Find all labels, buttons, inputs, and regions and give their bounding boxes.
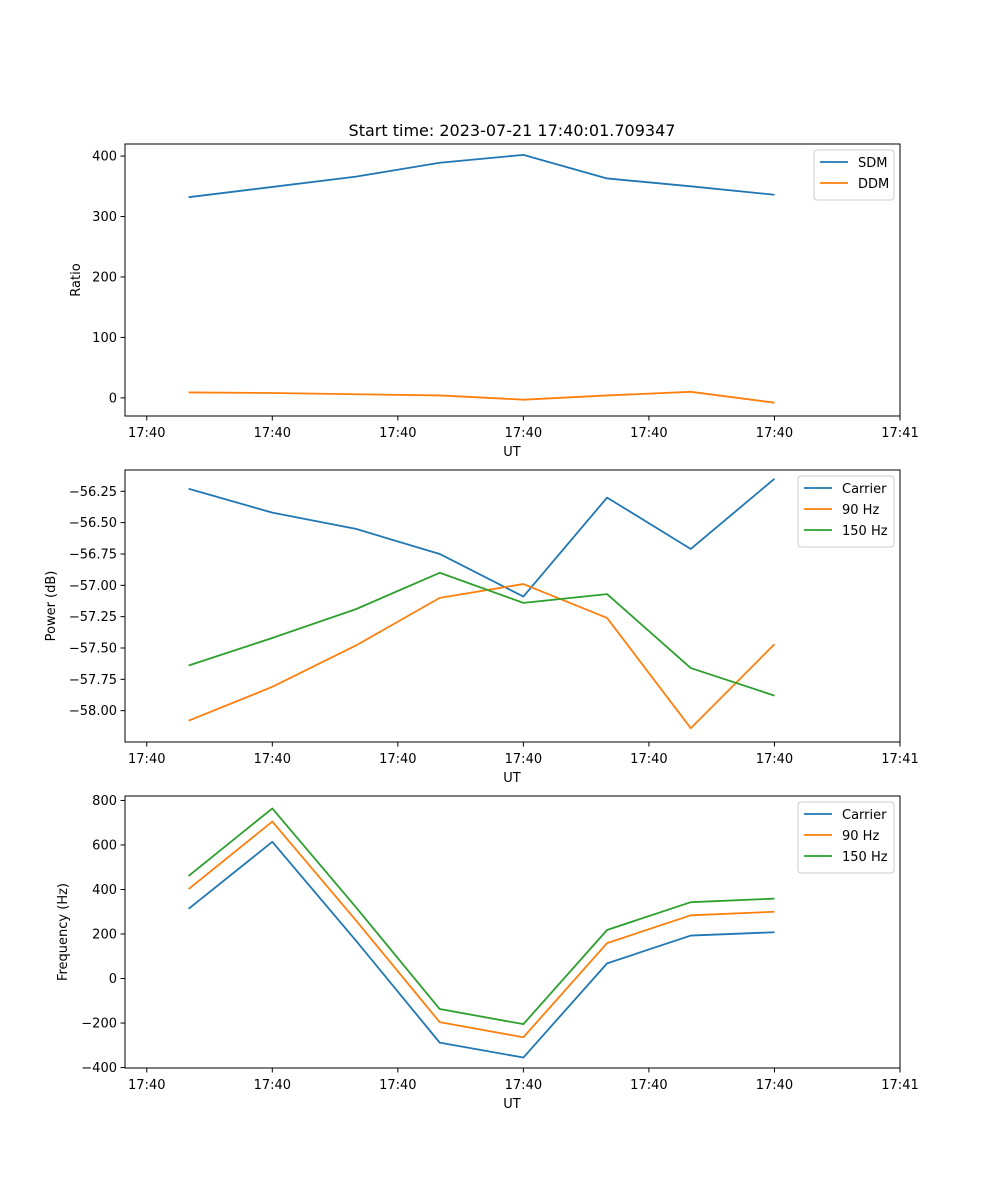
ratio-x-tick-label: 17:41	[881, 426, 918, 441]
ratio-legend-label-sdm: SDM	[858, 156, 887, 171]
ratio-axes-frame	[124, 143, 901, 417]
power-x-tick-label: 17:40	[254, 752, 291, 767]
power-legend-label-150-hz: 150 Hz	[842, 524, 888, 539]
frequency-series-line-150-hz	[188, 807, 775, 1026]
chart-title: Start time: 2023-07-21 17:40:01.709347	[349, 121, 676, 140]
power-y-tick-label: −57.25	[69, 610, 117, 625]
power-x-tick-label: 17:40	[630, 752, 667, 767]
power-y-tick-label: −57.50	[69, 641, 117, 656]
ratio-y-tick-label: 400	[92, 150, 117, 165]
ratio-series-line-ddm	[188, 390, 775, 404]
power-y-tick-label: −56.25	[69, 485, 117, 500]
power-panel: −58.00 −57.75 −57.50 −57.25 −57.00 −56.75 −56.…	[44, 469, 919, 786]
frequency-x-tick-label: 17:40	[379, 1078, 416, 1093]
power-x-axis-label: UT	[503, 771, 521, 786]
power-axes-frame	[124, 469, 901, 743]
frequency-x-tick-label: 17:40	[254, 1078, 291, 1093]
ratio-x-tick-label: 17:40	[756, 426, 793, 441]
frequency-y-tick-label: 0	[109, 972, 117, 987]
power-x-tick-label: 17:40	[128, 752, 165, 767]
frequency-x-tick-label: 17:41	[881, 1078, 918, 1093]
ratio-panel: Start time: 2023-07-21 17:40:01.709347 0…	[69, 121, 919, 460]
ratio-x-tick-label: 17:40	[128, 426, 165, 441]
frequency-axes-frame	[124, 795, 901, 1069]
ratio-legend-label-ddm: DDM	[858, 177, 889, 192]
power-x-tick-label: 17:40	[505, 752, 542, 767]
power-y-tick-label: −56.75	[69, 547, 117, 562]
ratio-y-tick-label: 0	[109, 391, 117, 406]
power-y-tick-label: −57.75	[69, 673, 117, 688]
frequency-x-tick-label: 17:40	[756, 1078, 793, 1093]
frequency-x-axis-label: UT	[503, 1097, 521, 1112]
frequency-legend-label-carrier: Carrier	[842, 808, 887, 823]
ratio-x-tick-label: 17:40	[254, 426, 291, 441]
power-legend-label-90-hz: 90 Hz	[842, 503, 879, 518]
frequency-y-tick-label: −400	[81, 1061, 117, 1076]
power-x-tick-label: 17:41	[881, 752, 918, 767]
ratio-x-tick-label: 17:40	[630, 426, 667, 441]
ratio-y-tick-label: 300	[92, 210, 117, 225]
power-y-tick-label: −57.00	[69, 579, 117, 594]
power-series-line-90-hz	[188, 583, 776, 730]
frequency-y-tick-label: 600	[92, 838, 117, 853]
ratio-x-tick-label: 17:40	[379, 426, 416, 441]
power-y-axis-label: Power (dB)	[44, 571, 59, 642]
frequency-y-tick-label: −200	[81, 1017, 117, 1032]
frequency-x-tick-label: 17:40	[630, 1078, 667, 1093]
ratio-y-tick-label: 200	[92, 270, 117, 285]
frequency-series-line-90-hz	[188, 820, 775, 1039]
frequency-y-tick-label: 400	[92, 883, 117, 898]
power-y-tick-label: −56.50	[69, 516, 117, 531]
ratio-y-tick-label: 100	[92, 331, 117, 346]
ratio-x-tick-label: 17:40	[505, 426, 542, 441]
frequency-y-tick-label: 200	[92, 928, 117, 943]
frequency-x-tick-label: 17:40	[128, 1078, 165, 1093]
ratio-series-line-sdm	[188, 153, 775, 199]
power-x-tick-label: 17:40	[756, 752, 793, 767]
frequency-panel: −400 −200 0 200 400 600 800 17:40 17:40 17:40 17:…	[56, 794, 919, 1112]
frequency-series-line-carrier	[188, 840, 775, 1059]
power-y-tick-label: −58.00	[69, 704, 117, 719]
ratio-y-axis-label: Ratio	[69, 263, 84, 296]
frequency-legend-label-150-hz: 150 Hz	[842, 850, 888, 865]
frequency-x-tick-label: 17:40	[505, 1078, 542, 1093]
power-series-line-carrier	[188, 478, 776, 598]
power-x-tick-label: 17:40	[379, 752, 416, 767]
power-legend-label-carrier: Carrier	[842, 482, 887, 497]
frequency-y-axis-label: Frequency (Hz)	[56, 883, 71, 981]
frequency-legend-label-90-hz: 90 Hz	[842, 829, 879, 844]
power-series-line-150-hz	[188, 571, 775, 697]
frequency-y-tick-label: 800	[92, 794, 117, 809]
ratio-x-axis-label: UT	[503, 445, 521, 460]
